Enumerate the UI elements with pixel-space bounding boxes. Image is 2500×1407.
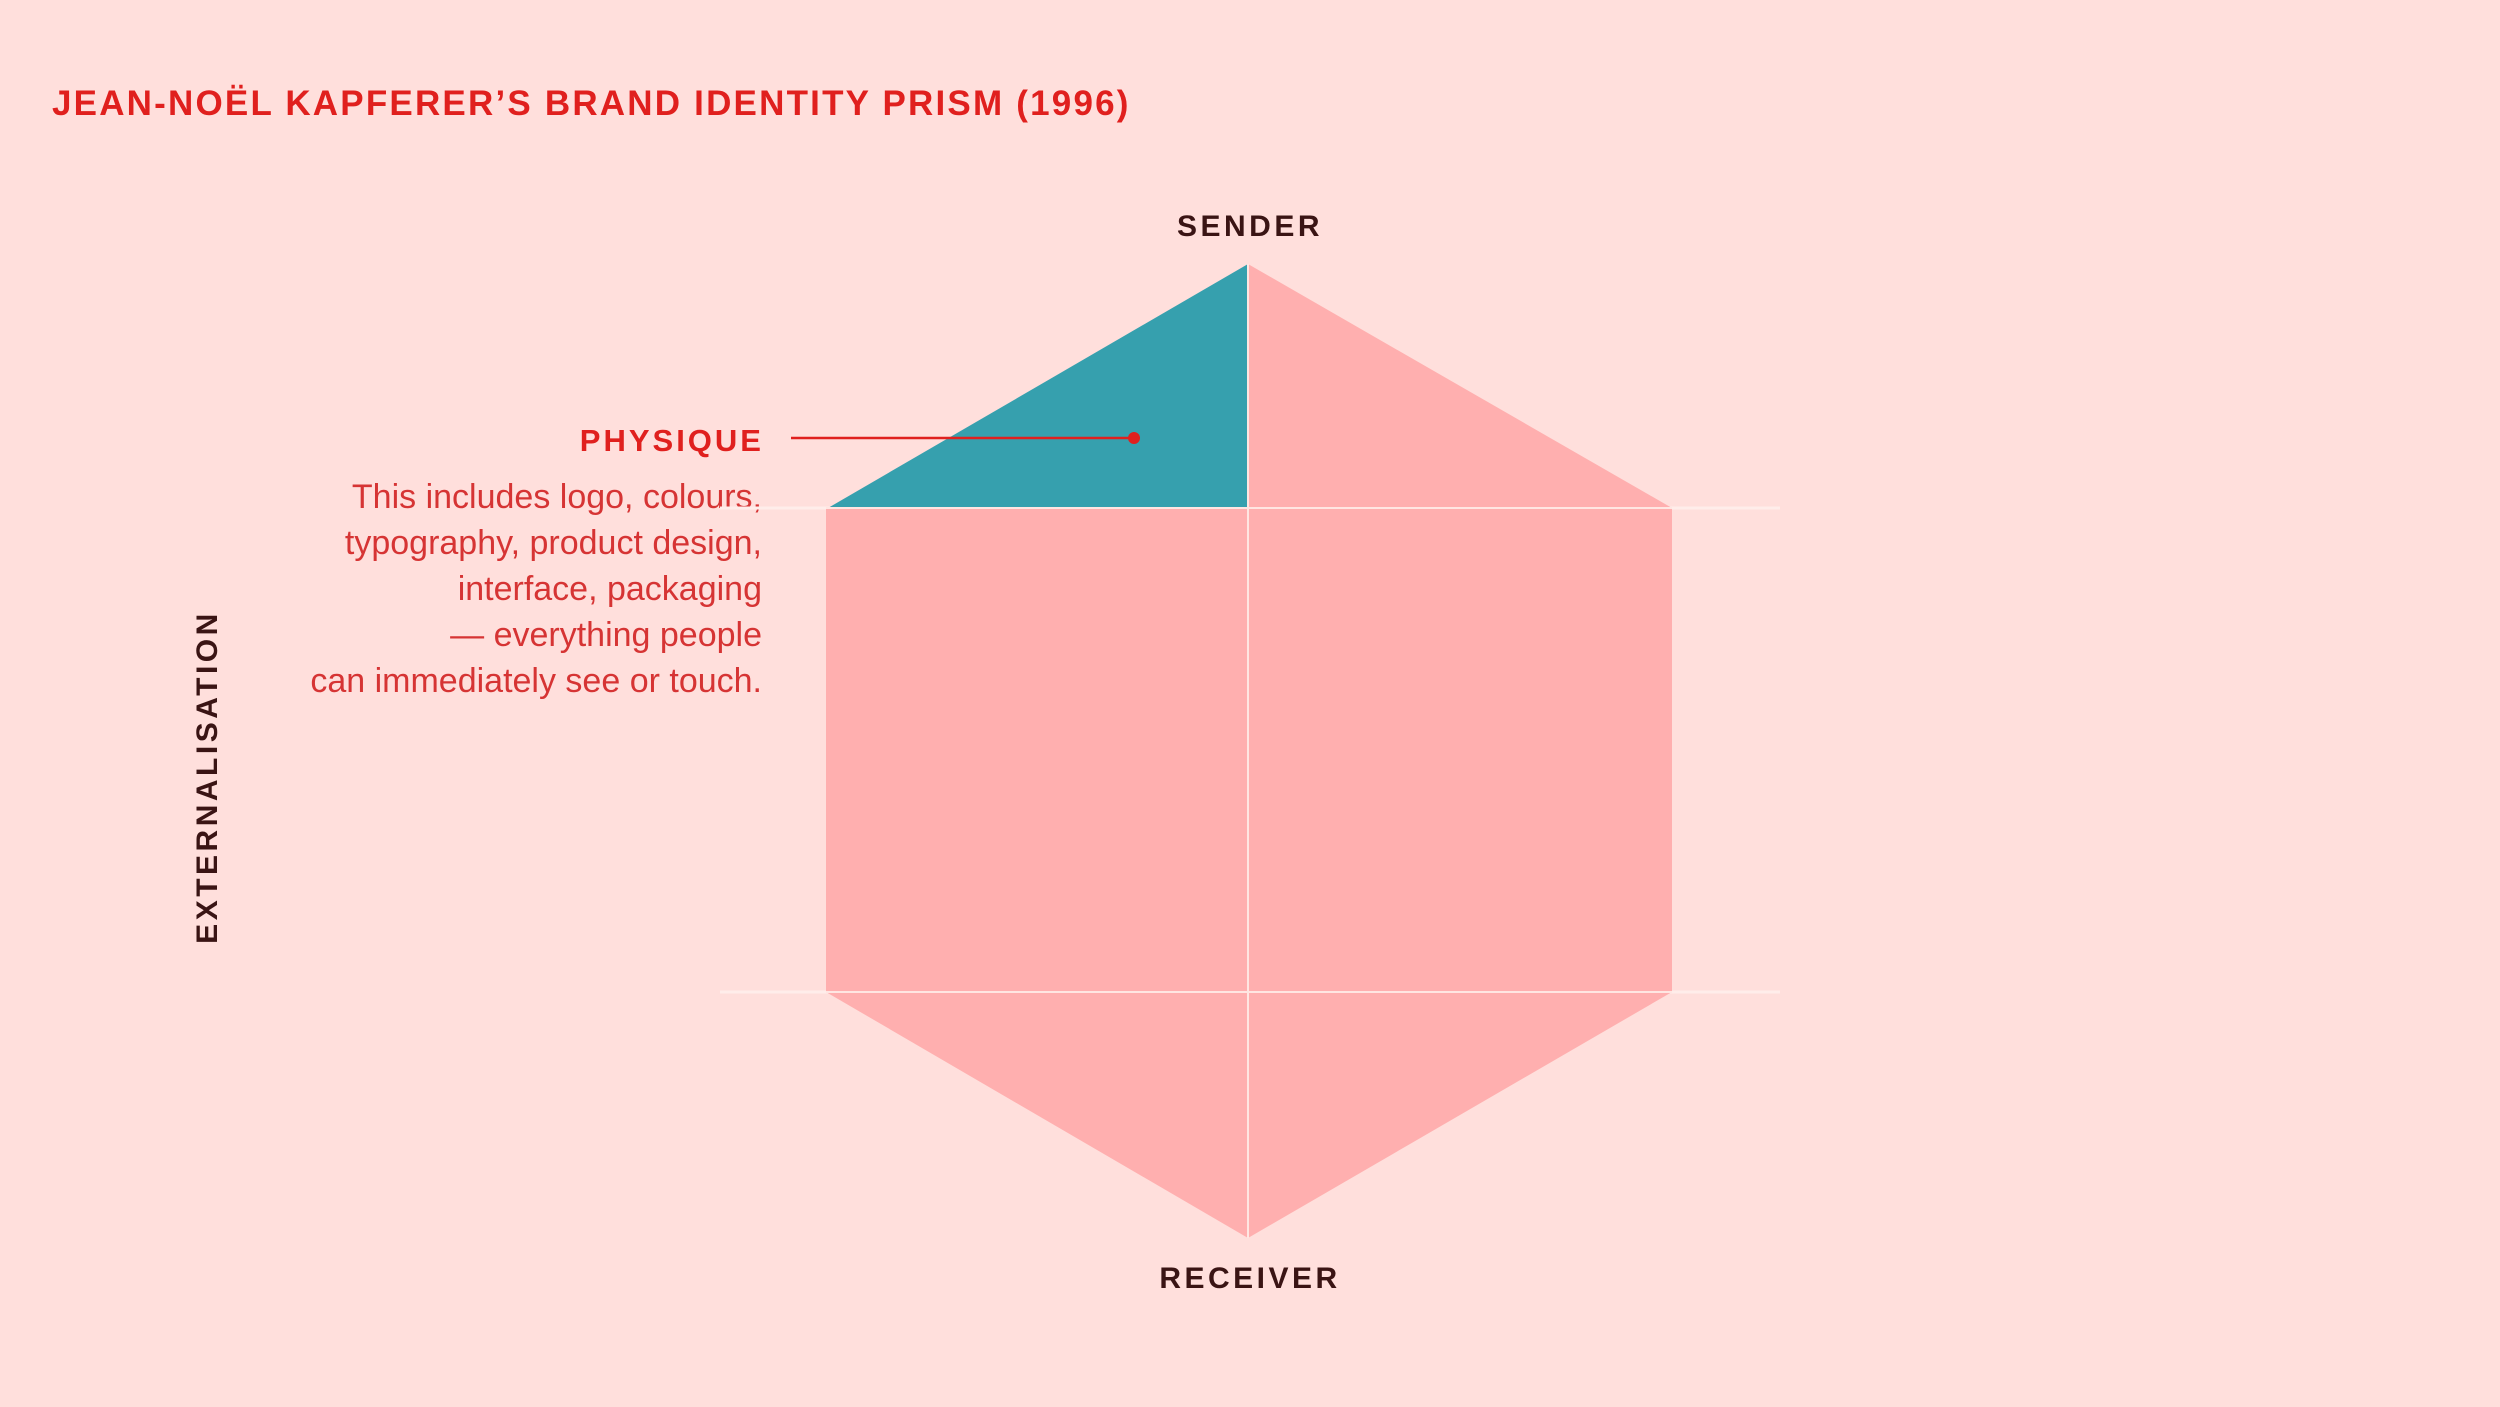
facet-bottom-right[interactable] [1248, 992, 1672, 1238]
physique-callout-dot [1128, 432, 1140, 444]
physique-facet-description: This includes logo, colours, typography,… [202, 474, 762, 704]
page-title: JEAN-NOËL KAPFERER’S BRAND IDENTITY PRIS… [52, 84, 1131, 123]
description-line: This includes logo, colours, [351, 478, 762, 516]
facet-bottom-left[interactable] [826, 992, 1248, 1238]
facet-physique[interactable] [828, 264, 1248, 508]
receiver-label: RECEIVER [1159, 1262, 1341, 1295]
facet-middle-left[interactable] [826, 508, 1248, 992]
description-line: can immediately see or touch. [310, 662, 762, 700]
sender-label: SENDER [1176, 210, 1324, 243]
facet-top-right[interactable] [1248, 264, 1672, 508]
description-line: interface, packaging [457, 570, 762, 608]
description-line: — everything people [450, 616, 762, 654]
physique-facet-title: PHYSIQUE [579, 423, 764, 458]
facet-middle-right[interactable] [1248, 508, 1672, 992]
description-line: typography, product design, [344, 524, 762, 562]
